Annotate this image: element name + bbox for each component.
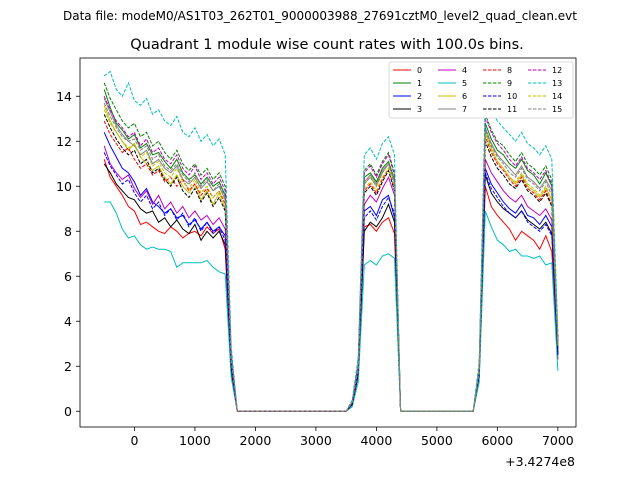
series-line-8 — [103, 120, 559, 412]
x-tick-label: 2000 — [240, 433, 272, 448]
y-tick-label: 6 — [64, 269, 72, 284]
series-layer — [103, 70, 559, 412]
series-line-0 — [103, 159, 559, 412]
legend-label-8: 8 — [507, 66, 512, 75]
series-line-1 — [103, 89, 559, 412]
x-offset-label: +3.4274e8 — [505, 454, 575, 469]
y-tick-label: 12 — [56, 134, 72, 149]
chart-title: Quadrant 1 module wise count rates with … — [130, 37, 524, 53]
x-tick-label: 7000 — [542, 433, 574, 448]
legend-label-7: 7 — [462, 105, 467, 114]
legend-label-9: 9 — [507, 79, 512, 88]
series-line-5 — [104, 201, 559, 412]
series-line-4 — [103, 145, 559, 412]
y-tick-label: 8 — [64, 224, 72, 239]
legend-label-15: 15 — [552, 105, 562, 114]
series-line-6 — [103, 105, 559, 412]
legend-label-4: 4 — [462, 66, 467, 75]
legend-label-14: 14 — [552, 92, 562, 101]
legend-label-6: 6 — [462, 92, 467, 101]
legend-label-0: 0 — [417, 66, 422, 75]
y-tick-label: 10 — [56, 179, 72, 194]
x-tick-label: 4000 — [360, 433, 392, 448]
x-tick-label: 0 — [130, 433, 138, 448]
series-line-13 — [103, 70, 559, 412]
x-tick-label: 6000 — [481, 433, 513, 448]
x-tick-label: 1000 — [179, 433, 211, 448]
legend-label-12: 12 — [552, 66, 562, 75]
legend-label-11: 11 — [507, 105, 517, 114]
series-line-10 — [103, 152, 559, 412]
series-line-11 — [103, 114, 559, 412]
chart-suptitle: Data file: modeM0/AS1T03_262T01_90000039… — [63, 9, 577, 23]
series-line-15 — [103, 102, 559, 412]
x-tick-label: 3000 — [300, 433, 332, 448]
x-tick-label: 5000 — [421, 433, 453, 448]
ticks-layer: 0 1000 2000 3000 4000 5000 6000 7000 0 2 4 6 8 10 12 14 — [56, 89, 574, 448]
legend-label-2: 2 — [417, 92, 422, 101]
series-line-9 — [103, 82, 559, 412]
y-tick-label: 4 — [64, 314, 72, 329]
legend-box — [388, 61, 574, 119]
legend-label-1: 1 — [417, 79, 422, 88]
legend-label-10: 10 — [507, 92, 517, 101]
series-line-14 — [103, 109, 559, 412]
legend-label-5: 5 — [462, 79, 467, 88]
y-tick-label: 0 — [64, 404, 72, 419]
y-tick-label: 14 — [56, 89, 72, 104]
axes-frame — [79, 57, 577, 428]
legend-label-13: 13 — [552, 79, 562, 88]
legend-label-3: 3 — [417, 105, 422, 114]
y-tick-label: 2 — [64, 359, 72, 374]
